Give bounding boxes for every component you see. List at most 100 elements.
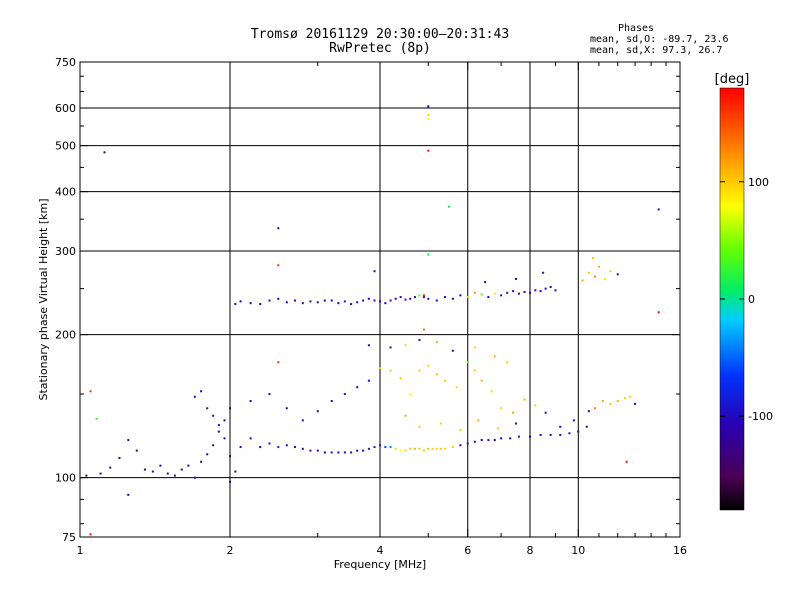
data-point (409, 447, 412, 450)
data-point (554, 289, 557, 292)
data-point (544, 287, 547, 290)
data-point (323, 299, 326, 302)
data-point (293, 446, 296, 449)
data-point (593, 275, 596, 278)
data-point (285, 444, 288, 447)
data-point (285, 301, 288, 304)
data-point (542, 271, 545, 274)
data-point (212, 414, 215, 417)
data-point (512, 411, 515, 414)
data-point (581, 279, 584, 282)
data-points (85, 105, 660, 536)
data-point (623, 397, 626, 400)
data-point (418, 294, 421, 297)
y-tick-label: 100 (55, 472, 76, 485)
x-tick-label: 8 (527, 544, 534, 557)
data-point (309, 300, 312, 303)
data-point (301, 447, 304, 450)
data-point (534, 404, 537, 407)
data-point (200, 390, 203, 393)
data-point (277, 227, 280, 230)
data-point (609, 270, 612, 273)
data-point (657, 311, 660, 314)
data-point (85, 474, 88, 477)
x-tick-label: 10 (571, 544, 585, 557)
data-point (625, 460, 628, 463)
data-point (539, 433, 542, 436)
data-point (389, 369, 392, 372)
data-point (539, 290, 542, 293)
y-tick-label: 300 (55, 245, 76, 258)
data-point (427, 253, 430, 256)
data-point (603, 277, 606, 280)
phases-x-mode: mean, sd,X: 97.3, 26.7 (590, 45, 723, 56)
data-point (418, 447, 421, 450)
data-point (217, 424, 220, 427)
data-point (109, 466, 112, 469)
data-point (427, 114, 430, 117)
data-point (118, 456, 121, 459)
data-point (217, 430, 220, 433)
data-point (500, 294, 503, 297)
data-point (609, 402, 612, 405)
data-point (544, 411, 547, 414)
data-point (143, 468, 146, 471)
data-point (572, 419, 575, 422)
data-point (601, 400, 604, 403)
data-point (459, 294, 462, 297)
data-point (330, 299, 333, 302)
data-point (466, 361, 469, 364)
data-point (657, 208, 660, 211)
data-point (367, 297, 370, 300)
data-point (559, 425, 562, 428)
data-point (166, 472, 169, 475)
data-point (239, 300, 242, 303)
data-point (404, 449, 407, 452)
data-point (206, 407, 209, 410)
data-point (127, 439, 130, 442)
data-point (399, 449, 402, 452)
data-point (477, 419, 480, 422)
data-point (413, 447, 416, 450)
data-point (500, 437, 503, 440)
data-point (259, 303, 262, 306)
colorbar-unit: [deg] (715, 72, 750, 87)
y-tick-label: 75 (62, 531, 76, 544)
data-point (200, 460, 203, 463)
data-point (427, 149, 430, 152)
data-point (268, 442, 271, 445)
data-point (484, 281, 487, 284)
data-point (427, 297, 430, 300)
data-point (439, 447, 442, 450)
data-point (409, 297, 412, 300)
grid-lines (80, 62, 680, 537)
data-point (367, 447, 370, 450)
data-point (493, 439, 496, 442)
data-point (443, 447, 446, 450)
data-point (316, 449, 319, 452)
data-point (277, 297, 280, 300)
data-point (356, 386, 359, 389)
data-point (422, 294, 425, 297)
data-point (451, 446, 454, 449)
data-point (384, 302, 387, 305)
data-point (367, 344, 370, 347)
data-point (409, 393, 412, 396)
data-point (427, 447, 430, 450)
data-point (523, 398, 526, 401)
data-point (394, 447, 397, 450)
data-point (506, 291, 509, 294)
data-point (529, 435, 531, 438)
data-point (239, 446, 242, 449)
x-axis-ticks: 1 2 4 6 8 10 16 (77, 62, 687, 557)
data-point (591, 257, 594, 260)
data-point (301, 419, 304, 422)
data-point (249, 302, 252, 305)
data-point (427, 364, 430, 367)
y-axis-ticks: 75 100 200 300 400 500 600 750 (55, 56, 680, 544)
data-point (277, 446, 280, 449)
data-point (422, 296, 425, 299)
data-point (259, 446, 262, 449)
